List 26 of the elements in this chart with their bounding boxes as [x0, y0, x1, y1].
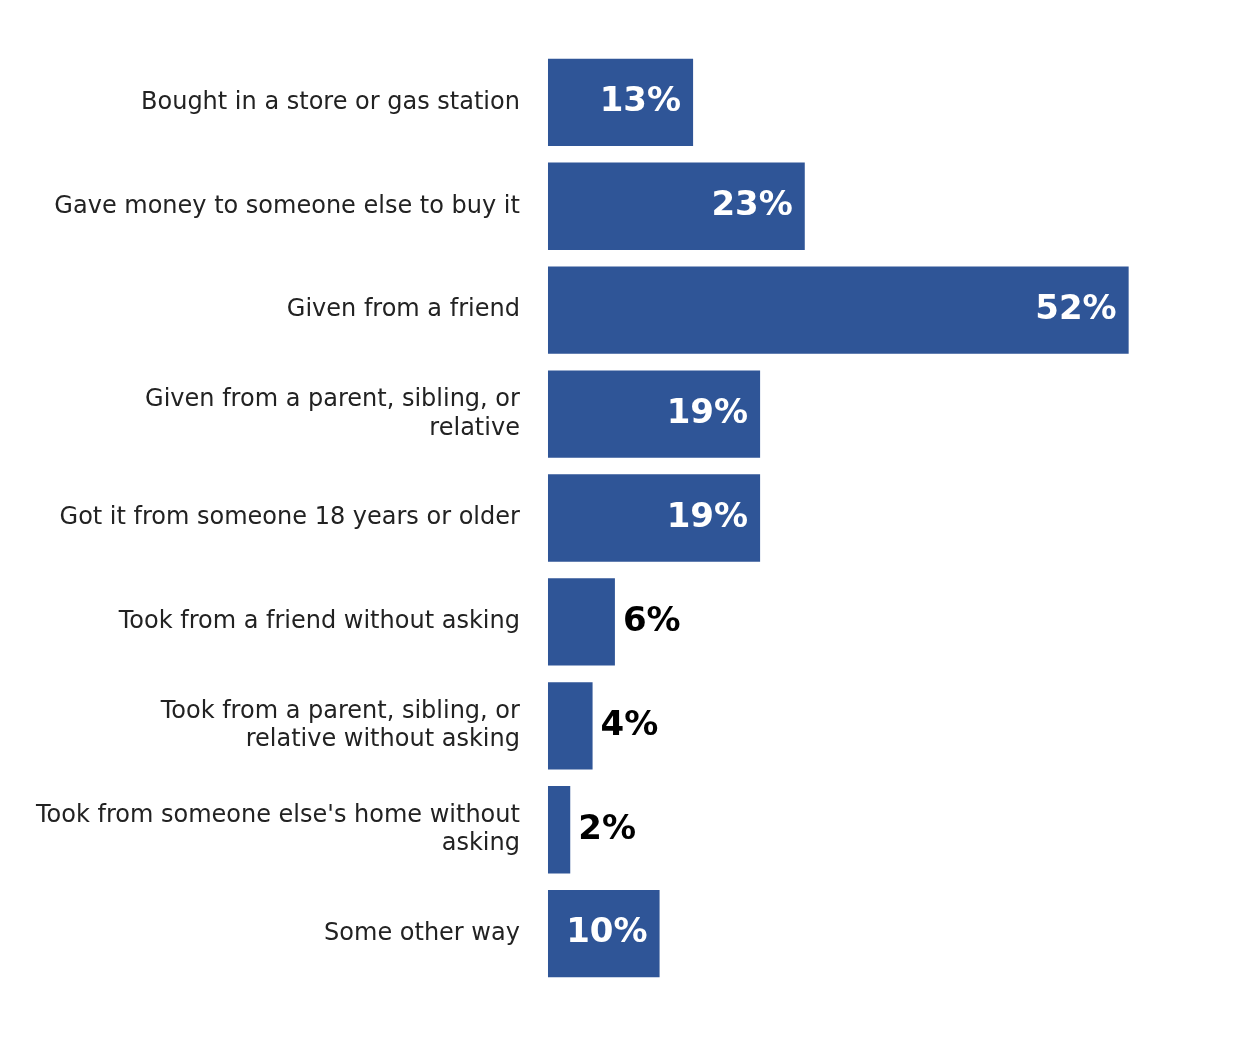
bar [547, 786, 571, 874]
y-tick-label: Bought in a store or gas station [141, 86, 520, 115]
bar [547, 370, 761, 458]
y-tick-label: Given from a friend [286, 294, 520, 323]
data-label: 2% [578, 806, 636, 847]
y-tick-label: Given from a parent, sibling, or relative [145, 383, 521, 441]
bar [547, 578, 615, 666]
y-tick-label: Gave money to someone else to buy it [54, 190, 520, 219]
y-tick-label: Some other way [324, 917, 520, 946]
data-label: 13% [599, 79, 682, 120]
data-label: 52% [1035, 287, 1117, 328]
y-tick-label: Took from someone else's home without asking [35, 799, 520, 857]
data-label: 4% [600, 702, 659, 743]
data-label: 19% [666, 390, 749, 431]
y-tick-label: Took from a parent, sibling, or relative without asking [159, 695, 521, 753]
y-tick-label: Got it from someone 18 years or older [59, 502, 521, 531]
bar [547, 58, 694, 146]
bar [547, 162, 805, 250]
data-label: 6% [622, 598, 681, 639]
data-label: 19% [666, 494, 749, 535]
y-tick-label: Took from a friend without asking [117, 606, 520, 635]
bar [547, 266, 1129, 354]
data-label: 23% [711, 183, 793, 224]
bar [547, 682, 593, 770]
bar [547, 474, 761, 562]
data-label: 10% [566, 910, 648, 951]
